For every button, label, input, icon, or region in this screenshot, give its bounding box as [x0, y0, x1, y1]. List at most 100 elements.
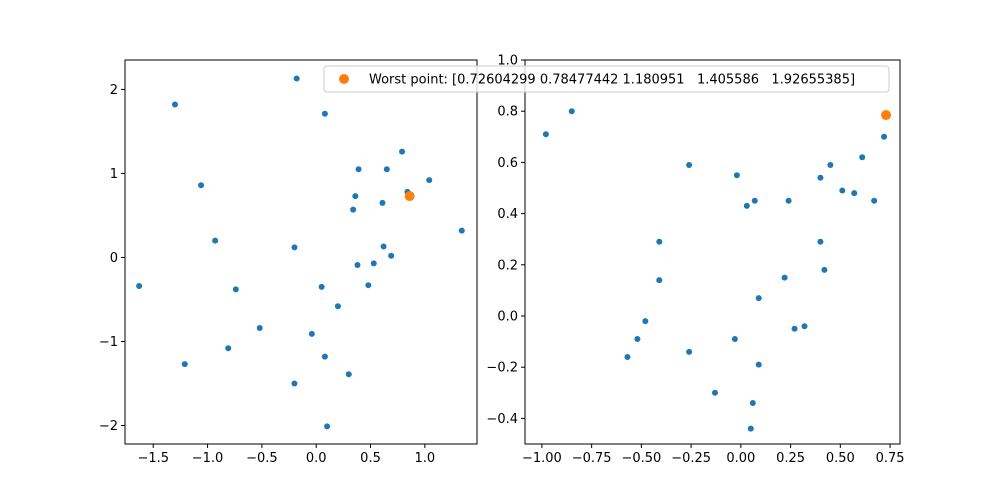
data-point: [785, 197, 792, 204]
y-tick-label: −2: [99, 419, 118, 434]
data-point: [399, 148, 406, 155]
x-tick-label: 0.75: [876, 451, 905, 466]
y-tick-label: 1.0: [497, 54, 518, 69]
data-point: [801, 323, 808, 330]
data-point: [634, 336, 641, 343]
data-point: [755, 295, 762, 302]
y-tick-label: 0: [110, 251, 118, 266]
data-point: [291, 380, 298, 387]
data-point: [827, 161, 834, 168]
x-tick-label: −0.75: [572, 451, 612, 466]
data-point: [321, 353, 328, 360]
data-point: [458, 227, 465, 234]
y-tick-label: 2: [110, 83, 118, 98]
x-tick-label: 1.0: [415, 451, 436, 466]
left-scatter-plot: −1.5 −1.0 −0.5 0.0 0.5 1.0 −2 −1 0 1 2: [99, 59, 478, 466]
x-tick-label: 0.00: [726, 451, 755, 466]
data-point: [743, 202, 750, 209]
data-point: [355, 166, 362, 173]
data-point: [136, 283, 143, 290]
data-point: [871, 197, 878, 204]
x-tick-label: 0.25: [776, 451, 805, 466]
data-point: [656, 277, 663, 284]
data-point: [686, 348, 693, 355]
y-tick-label: 0.8: [497, 105, 518, 120]
data-point: [733, 172, 740, 179]
data-point: [839, 187, 846, 194]
x-tick-label: −0.5: [246, 451, 278, 466]
data-point: [781, 274, 788, 281]
y-tick-label: −1: [99, 335, 118, 350]
x-tick-label: 0.5: [360, 451, 381, 466]
data-point: [308, 330, 315, 337]
worst-point-marker: [404, 191, 415, 202]
legend-label: Worst point: [0.72604299 0.78477442 1.18…: [369, 73, 855, 88]
x-tick-label: −0.25: [671, 451, 711, 466]
data-point: [751, 197, 758, 204]
data-point: [352, 193, 359, 200]
y-tick-label: 0.0: [497, 310, 518, 325]
data-point: [755, 361, 762, 368]
data-point: [791, 325, 798, 332]
data-point: [624, 353, 631, 360]
data-point: [350, 206, 357, 213]
data-point: [851, 190, 858, 197]
data-point: [731, 336, 738, 343]
data-point: [642, 318, 649, 325]
data-point: [370, 260, 377, 267]
data-point: [181, 361, 188, 368]
legend-marker-worst-point: [339, 74, 349, 84]
data-point: [749, 400, 756, 407]
data-point: [225, 345, 232, 352]
x-tick-label: −0.50: [621, 451, 661, 466]
data-point: [354, 262, 361, 269]
data-point: [821, 266, 828, 273]
data-point: [291, 244, 298, 251]
data-point: [686, 161, 693, 168]
data-point: [256, 325, 263, 332]
legend-box: [323, 65, 890, 93]
data-point: [817, 238, 824, 245]
data-point: [388, 252, 395, 259]
data-point: [365, 282, 372, 289]
data-point: [324, 423, 331, 430]
data-point: [232, 286, 239, 293]
x-tick-label: 0.50: [826, 451, 855, 466]
x-tick-label: −1.5: [137, 451, 169, 466]
data-point: [379, 199, 386, 206]
legend: Worst point: [0.72604299 0.78477442 1.18…: [323, 65, 890, 93]
data-point: [334, 303, 341, 310]
data-point: [542, 131, 549, 138]
data-point: [212, 237, 219, 244]
data-point: [711, 389, 718, 396]
axes-frame: [124, 59, 478, 445]
data-point: [747, 425, 754, 432]
data-point: [383, 166, 390, 173]
worst-point-marker: [881, 110, 892, 121]
x-tick-label: −1.00: [522, 451, 562, 466]
data-point: [345, 371, 352, 378]
x-tick-label: −1.0: [192, 451, 224, 466]
axes-frame: [524, 59, 901, 445]
y-tick-label: 0.4: [497, 207, 518, 222]
x-tick-label: 0.0: [306, 451, 327, 466]
data-point: [568, 108, 575, 115]
data-point: [380, 243, 387, 250]
y-tick-label: 0.6: [497, 156, 518, 171]
data-point: [656, 238, 663, 245]
y-tick-label: 0.2: [497, 258, 518, 273]
data-point: [881, 133, 888, 140]
y-tick-label: 1: [110, 167, 118, 182]
data-point: [293, 75, 300, 82]
right-scatter-plot: −1.00 −0.75 −0.50 −0.25 0.00 0.25 0.50 0.75 −0.4…: [486, 54, 904, 467]
data-point: [318, 283, 325, 290]
data-point: [859, 154, 866, 161]
data-point: [426, 177, 433, 184]
data-point: [198, 182, 205, 189]
y-tick-label: −0.2: [486, 361, 518, 376]
data-point: [171, 101, 178, 108]
data-point: [817, 174, 824, 181]
y-tick-label: −0.4: [486, 412, 518, 427]
data-point: [321, 110, 328, 117]
